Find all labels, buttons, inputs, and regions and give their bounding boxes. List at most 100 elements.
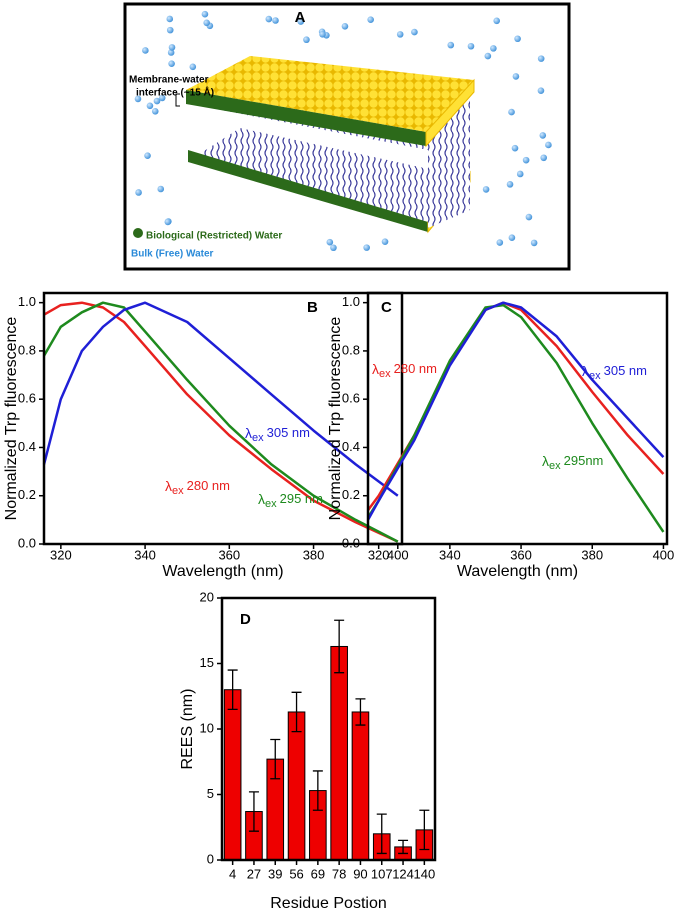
water-molecule — [411, 28, 418, 36]
error-bar — [248, 791, 259, 832]
y-axis-label: Normalized Trp fluorescence — [3, 317, 20, 521]
water-molecule — [512, 73, 520, 80]
x-tick-label: 400 — [387, 547, 409, 562]
water-molecule — [189, 63, 197, 71]
y-tick-label: 0.0 — [18, 535, 36, 550]
water-molecule — [151, 107, 159, 115]
water-molecule — [537, 55, 545, 62]
plot-frame — [42, 291, 404, 546]
series-label-symbol: λ — [245, 425, 252, 441]
series-label-symbol: λ — [372, 361, 379, 377]
series-label-name: 305 nm — [267, 425, 310, 440]
y-tick-label: 1.0 — [18, 294, 36, 309]
water-molecule — [166, 15, 174, 23]
water-molecule — [537, 87, 545, 94]
series-label-sub: ex — [549, 460, 561, 472]
series-label-sub: ex — [172, 485, 184, 497]
series-label: λex 305 nm — [245, 425, 310, 444]
y-tick-label: 20 — [200, 589, 214, 604]
plot-frame — [366, 291, 669, 546]
water-molecule — [367, 16, 374, 23]
series-label-name: 295 nm — [280, 491, 323, 506]
series-label: λex 295nm — [542, 453, 603, 472]
x-tick-label: 69 — [311, 866, 325, 881]
series-label-sub: ex — [589, 370, 601, 382]
water-molecule — [467, 42, 475, 50]
series-line — [43, 301, 399, 543]
series-line — [366, 301, 665, 521]
water-molecule — [167, 49, 175, 56]
x-tick-label: 320 — [50, 547, 72, 562]
x-tick-label: 124 — [392, 866, 414, 881]
water-molecule — [134, 95, 142, 103]
water-molecule — [326, 238, 334, 246]
water-molecule — [484, 52, 492, 60]
series-label: λex 280 nm — [165, 478, 230, 497]
water-molecule — [157, 185, 165, 193]
y-tick-label: 0.2 — [18, 487, 36, 502]
water-molecule — [493, 17, 501, 25]
x-tick-label: 320 — [368, 547, 390, 562]
x-axis-label: Wavelength (nm) — [162, 563, 283, 580]
x-tick-label: 360 — [510, 547, 532, 562]
water-molecule — [363, 244, 370, 251]
water-molecule — [203, 19, 210, 27]
error-bar — [398, 839, 409, 855]
error-bar — [419, 809, 430, 851]
series-label-name: 295nm — [564, 453, 604, 468]
x-tick-label: 27 — [247, 866, 261, 881]
x-tick-label: 78 — [332, 866, 346, 881]
water-molecule — [447, 41, 455, 49]
series-label: λex 305 nm — [582, 363, 647, 382]
water-molecule — [540, 154, 548, 162]
water-molecule — [135, 189, 142, 196]
bar — [287, 711, 306, 861]
y-tick-label: 0.0 — [342, 535, 360, 550]
y-tick-label: 0.4 — [342, 439, 360, 454]
water-molecule — [490, 45, 497, 52]
x-tick-label: 340 — [439, 547, 461, 562]
interface-label: interface (~15 Å) — [136, 86, 214, 99]
y-tick-label: 0.2 — [342, 487, 360, 502]
series-label: λex 280 nm — [372, 361, 437, 380]
panel-label: C — [381, 299, 392, 316]
series-line — [42, 301, 399, 543]
x-tick-label: 39 — [268, 866, 282, 881]
interface-bracket — [175, 93, 180, 107]
x-tick-label: 380 — [303, 547, 325, 562]
x-tick-label: 107 — [371, 866, 393, 881]
y-tick-label: 0.6 — [18, 391, 36, 406]
y-tick-label: 0 — [207, 851, 214, 866]
water-molecule — [506, 181, 514, 188]
water-molecule — [153, 97, 161, 105]
error-bar — [312, 770, 323, 811]
water-molecule — [297, 18, 305, 25]
water-molecule — [545, 141, 552, 149]
error-bar — [291, 691, 302, 733]
x-tick-label: 90 — [353, 866, 367, 881]
series-line — [42, 301, 399, 497]
x-tick-label: 140 — [413, 866, 435, 881]
water-molecule — [508, 108, 515, 116]
series-label-sub: ex — [379, 368, 391, 380]
panel-label: D — [240, 611, 251, 628]
series-label-name: 280 nm — [187, 478, 230, 493]
bar — [223, 689, 242, 861]
water-molecule — [525, 213, 533, 221]
water-molecule — [303, 36, 310, 44]
water-molecule — [496, 239, 504, 246]
series-label-symbol: λ — [165, 478, 172, 494]
water-molecule — [330, 244, 337, 252]
water-molecule — [530, 239, 538, 247]
water-molecule — [166, 26, 174, 34]
water-molecule — [201, 10, 209, 18]
y-tick-label: 15 — [200, 655, 214, 670]
error-bar — [334, 619, 345, 674]
water-molecule — [144, 152, 151, 159]
lipid-tails-side — [428, 88, 470, 228]
x-tick-label: 340 — [134, 547, 156, 562]
water-molecule — [514, 35, 521, 43]
upper-leaflet-side — [425, 78, 475, 148]
water-molecule — [158, 94, 166, 102]
